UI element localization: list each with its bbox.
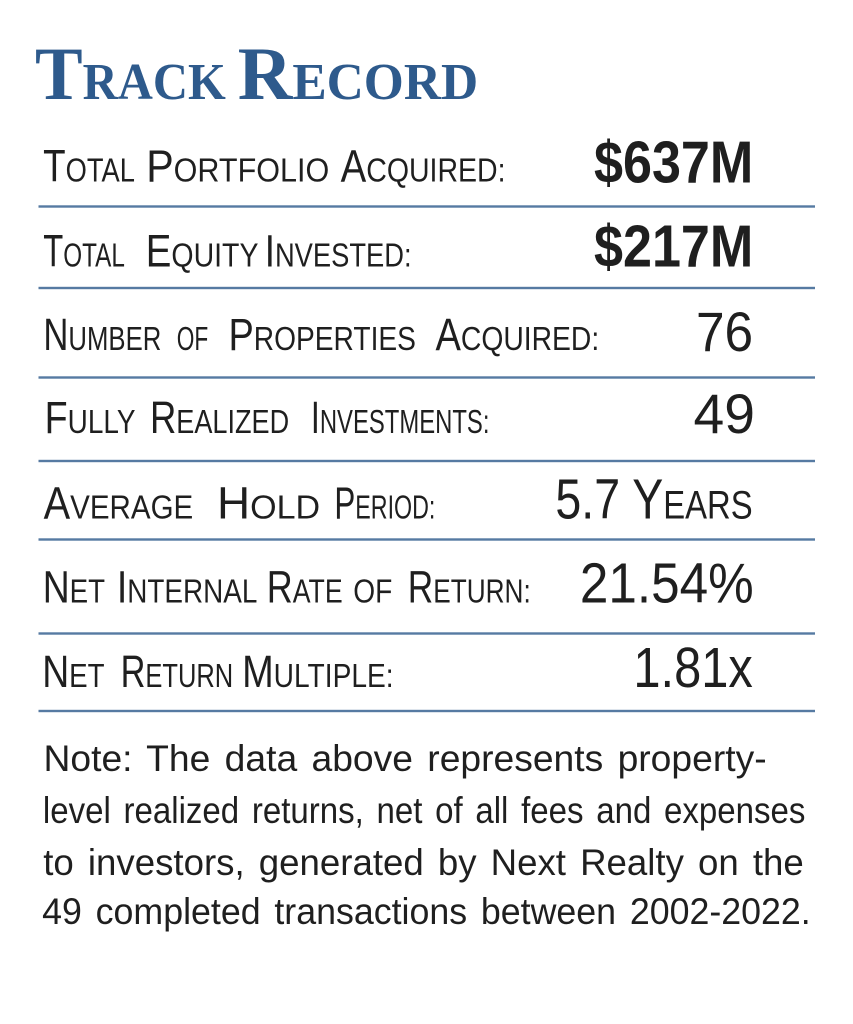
svg-text:to investors, generated by Nex: to investors, generated by Next Realty o… [43,841,804,883]
svg-text:TOTAL: TOTAL [43,226,125,276]
svg-text:Note: The data above represent: Note: The data above represents property… [44,737,767,779]
svg-text:NET: NET [43,562,106,612]
svg-text:RATE: RATE [267,562,343,613]
svg-text:PERIOD:: PERIOD: [334,479,435,529]
svg-text:ACQUIRED:: ACQUIRED: [435,309,599,360]
svg-text:INVESTED:: INVESTED: [265,226,412,276]
svg-text:RECORD: RECORD [238,33,478,116]
svg-text:49: 49 [694,383,755,445]
svg-text:level realized returns, net of: level realized returns, net of all fees … [43,790,805,831]
svg-text:PROPERTIES: PROPERTIES [228,309,416,360]
svg-text:AVERAGE: AVERAGE [44,478,194,528]
svg-text:$217M: $217M [594,214,753,280]
svg-text:INTERNAL: INTERNAL [117,561,258,612]
svg-text:RETURN: RETURN [121,647,234,696]
svg-text:TOTAL: TOTAL [43,141,135,191]
svg-text:INVESTMENTS:: INVESTMENTS: [311,394,490,443]
svg-text:49 completed transactions betw: 49 completed transactions between 2002-2… [42,890,811,932]
svg-text:REALIZED: REALIZED [150,392,289,443]
svg-text:OF: OF [353,572,392,610]
svg-text:PORTFOLIO: PORTFOLIO [146,142,329,192]
svg-text:NUMBER: NUMBER [43,310,161,360]
svg-text:1.81x: 1.81x [633,636,752,699]
svg-text:$637M: $637M [594,129,753,195]
svg-text:FULLY: FULLY [45,392,136,443]
svg-text:OF: OF [177,321,209,358]
svg-text:5.7 YEARS: 5.7 YEARS [555,467,752,530]
svg-text:NET: NET [42,647,105,697]
svg-text:EQUITY: EQUITY [146,226,259,277]
svg-text:MULTIPLE:: MULTIPLE: [242,646,394,697]
svg-text:76: 76 [696,302,753,363]
svg-text:TRACK: TRACK [35,32,226,115]
svg-text:21.54%: 21.54% [580,552,754,615]
svg-text:ACQUIRED:: ACQUIRED: [341,140,506,191]
svg-text:RETURN:: RETURN: [408,561,531,612]
svg-text:HOLD: HOLD [217,478,320,528]
